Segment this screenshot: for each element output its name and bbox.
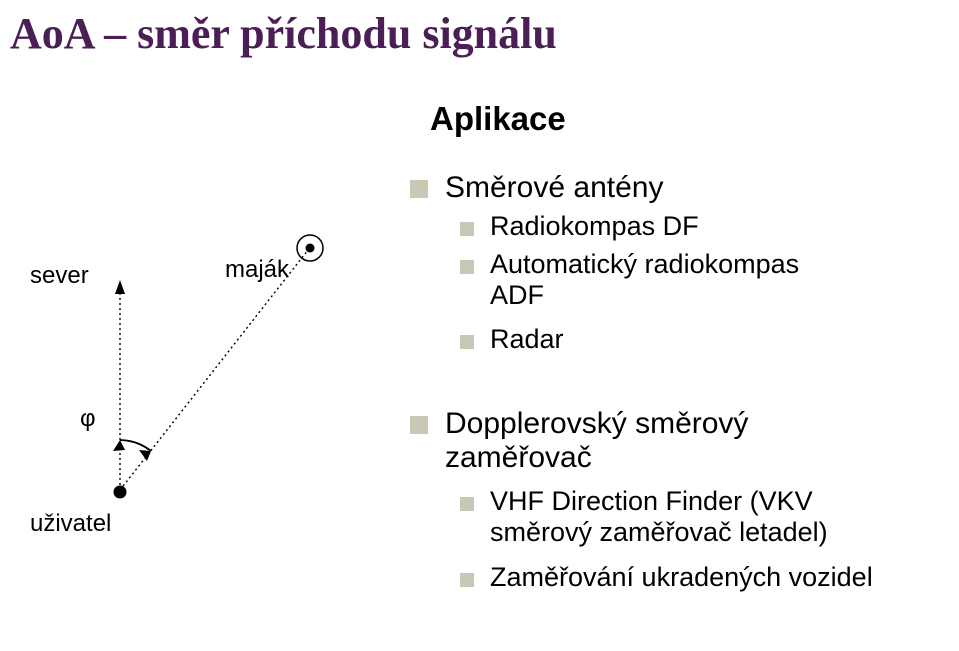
- diagram-svg: [20, 210, 390, 550]
- section1-header: Směrové antény: [445, 171, 663, 205]
- bullet-icon: [410, 180, 428, 198]
- bullet-icon: [460, 335, 474, 349]
- label-uzivatel: uživatel: [30, 510, 111, 538]
- aoa-diagram: [20, 210, 390, 550]
- section2-header: Dopplerovský směrový zaměřovač: [445, 407, 805, 475]
- bullet-icon: [460, 497, 474, 511]
- bullet-icon: [410, 416, 428, 434]
- section1-item-2: Radar: [490, 324, 564, 355]
- label-majak: maják: [225, 256, 289, 284]
- section1-item-0: Radiokompas DF: [490, 211, 699, 242]
- label-phi: φ: [80, 405, 96, 433]
- label-sever: sever: [30, 262, 89, 290]
- section2-item-1: Zaměřování ukradených vozidel: [490, 562, 890, 593]
- bullet-icon: [460, 222, 474, 236]
- section2-item-0: VHF Direction Finder (VKV směrový zaměřo…: [490, 486, 920, 548]
- section1-item-1: Automatický radiokompas ADF: [490, 249, 810, 311]
- heading-aplikace: Aplikace: [430, 100, 566, 138]
- bullet-icon: [460, 573, 474, 587]
- page-title: AoA – směr příchodu signálu: [10, 8, 557, 59]
- bullet-icon: [460, 260, 474, 274]
